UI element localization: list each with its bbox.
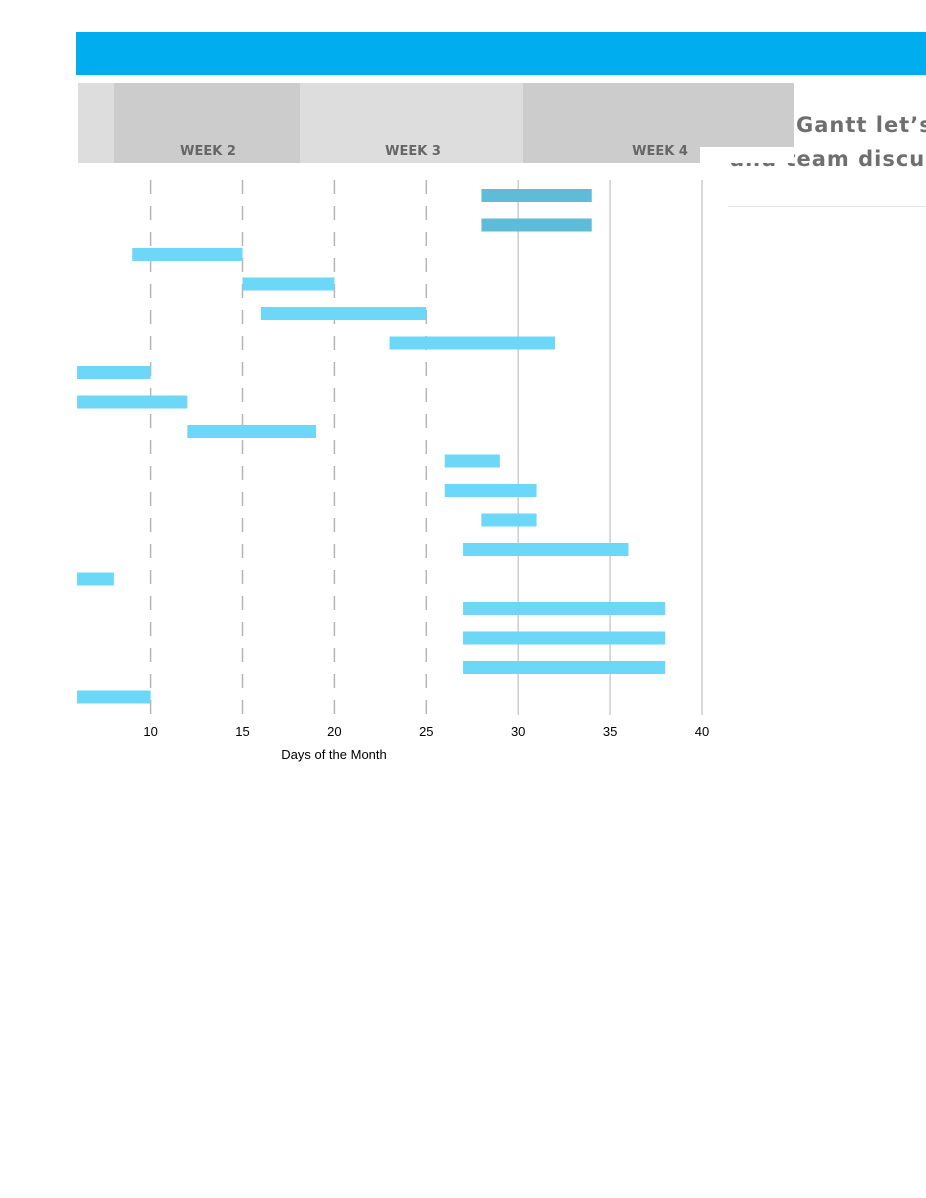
x-tick-label-30: 30 (511, 724, 525, 739)
week-2-label: WEEK 2 (180, 144, 236, 159)
task-bar-1 (481, 189, 592, 202)
side-text-line-1: Gantt let’s (796, 113, 926, 137)
x-tick-label-20: 20 (327, 724, 341, 739)
x-axis-ticks: 10 15 20 25 30 35 40 (143, 724, 709, 739)
task-bar-13 (463, 543, 629, 556)
week-3-label: WEEK 3 (385, 144, 441, 159)
task-bar-14 (77, 572, 114, 586)
task-bar-16 (463, 631, 666, 645)
week-band (78, 83, 794, 163)
week-4-label: WEEK 4 (632, 144, 688, 159)
task-bar-18 (77, 690, 151, 704)
x-tick-label-25: 25 (419, 724, 433, 739)
task-bar-11 (444, 484, 537, 497)
task-bar-7 (77, 366, 151, 379)
x-tick-label-10: 10 (143, 724, 157, 739)
task-bar-10 (444, 454, 500, 468)
task-bar-8 (77, 395, 188, 409)
side-text-occluder (700, 147, 794, 163)
task-bar-12 (481, 513, 537, 527)
task-bar-2 (481, 218, 592, 232)
x-tick-label-40: 40 (695, 724, 709, 739)
gantt-chart: 10 15 20 25 30 35 40 Days of the Month (77, 180, 709, 762)
task-bar-5 (260, 307, 427, 320)
task-bar-6 (389, 336, 555, 350)
x-tick-label-35: 35 (603, 724, 617, 739)
task-bar-15 (463, 602, 666, 615)
week-2-segment (114, 83, 300, 163)
side-divider (728, 206, 926, 207)
task-bar-9 (187, 425, 317, 438)
header-bar (76, 32, 926, 75)
task-bar-4 (242, 277, 335, 291)
task-bar-17 (463, 661, 666, 674)
x-tick-label-15: 15 (235, 724, 249, 739)
week-3-segment (300, 83, 523, 163)
task-bar-3 (132, 248, 243, 261)
x-axis-title: Days of the Month (281, 747, 387, 762)
week-1-segment (78, 83, 114, 163)
gridlines (149, 180, 703, 715)
task-bars (77, 189, 666, 704)
